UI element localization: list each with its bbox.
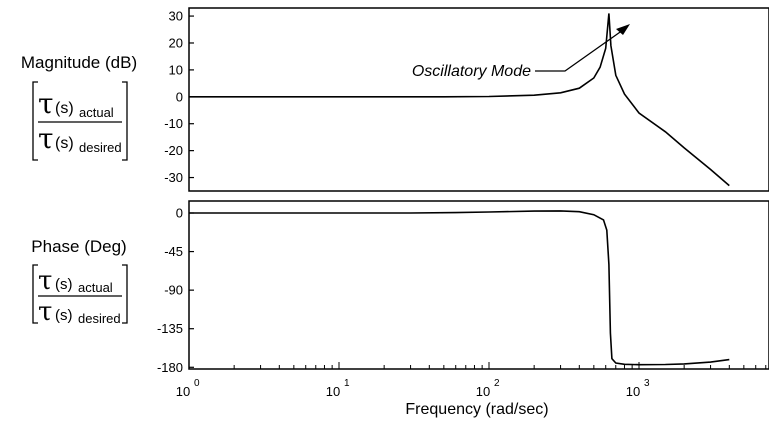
magnitude-ratio-label: τ (s) actual τ (s) desired [32, 81, 128, 161]
y-tick-label: -90 [164, 283, 183, 298]
y-tick-label: 30 [169, 9, 183, 24]
annotation-arrow [535, 29, 624, 72]
phase-panel: 0 -45 -90 -135 -180 [157, 200, 769, 375]
annotation-oscillatory-mode: Oscillatory Mode [412, 63, 531, 80]
y-tick-label: 10 [169, 62, 183, 77]
phase-y-label: Phase (Deg) [31, 237, 126, 256]
tau-numerator: τ [38, 266, 52, 296]
x-axis-label: Frequency (rad/sec) [405, 401, 548, 418]
y-tick-label: 0 [176, 89, 183, 104]
x-tick-labels: 10 0 10 1 10 2 10 3 [176, 378, 650, 399]
x-tick-exponent: 3 [644, 378, 650, 389]
y-tick-label: -20 [164, 143, 183, 158]
y-tick-label: -30 [164, 170, 183, 185]
numerator-sub: actual [79, 105, 114, 120]
phase-y-ticks: 0 -45 -90 -135 -180 [157, 206, 194, 375]
left-bracket [32, 264, 38, 324]
denominator-arg: (s) [55, 307, 73, 324]
magnitude-y-ticks: 30 20 10 0 -10 -20 -30 [164, 9, 194, 185]
y-tick-label: -45 [164, 244, 183, 259]
denominator-arg: (s) [55, 135, 74, 152]
phase-ratio-label: τ (s) actual τ (s) desired [32, 264, 128, 327]
right-bracket [122, 264, 128, 324]
right-bracket [122, 81, 128, 161]
magnitude-y-label: Magnitude (dB) [21, 53, 137, 72]
x-tick-label: 10 [626, 384, 640, 399]
y-tick-label: 20 [169, 35, 183, 50]
tau-denominator: τ [38, 122, 54, 155]
numerator-arg: (s) [55, 100, 74, 117]
tau-denominator: τ [38, 297, 52, 327]
x-tick-label: 10 [476, 384, 490, 399]
y-tick-label: 0 [176, 206, 183, 221]
x-tick-exponent: 0 [194, 378, 200, 389]
left-bracket [32, 81, 38, 161]
magnitude-curve [189, 13, 730, 187]
x-tick-label: 10 [326, 384, 340, 399]
magnitude-plot-frame [188, 7, 769, 192]
annotation-arrowhead [616, 24, 630, 35]
x-tick-exponent: 2 [494, 378, 500, 389]
y-tick-label: -10 [164, 116, 183, 131]
phase-curve [189, 210, 730, 366]
phase-x-ticks [188, 362, 767, 369]
denominator-sub: desired [79, 140, 122, 155]
numerator-arg: (s) [55, 276, 73, 293]
y-tick-label: -180 [157, 360, 183, 375]
denominator-sub: desired [78, 311, 121, 326]
phase-plot-frame [188, 200, 769, 370]
numerator-sub: actual [78, 280, 113, 295]
x-tick-label: 10 [176, 384, 190, 399]
x-tick-exponent: 1 [344, 378, 350, 389]
magnitude-panel: 30 20 10 0 -10 -20 -30 Oscillatory Mode [164, 7, 769, 192]
y-tick-label: -135 [157, 321, 183, 336]
tau-numerator: τ [38, 87, 54, 120]
